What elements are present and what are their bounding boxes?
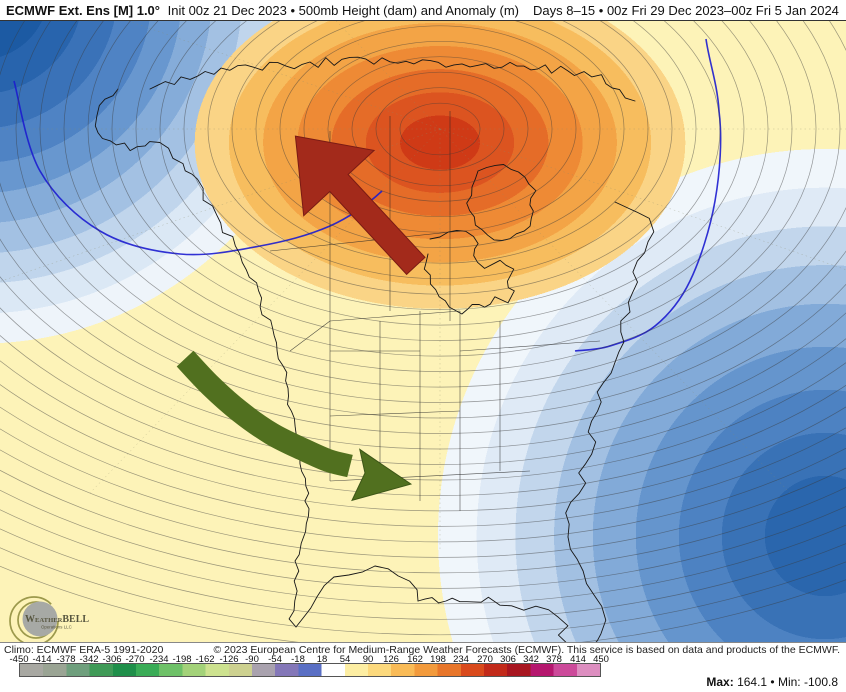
svg-text:Operations LLC: Operations LLC — [41, 625, 72, 630]
